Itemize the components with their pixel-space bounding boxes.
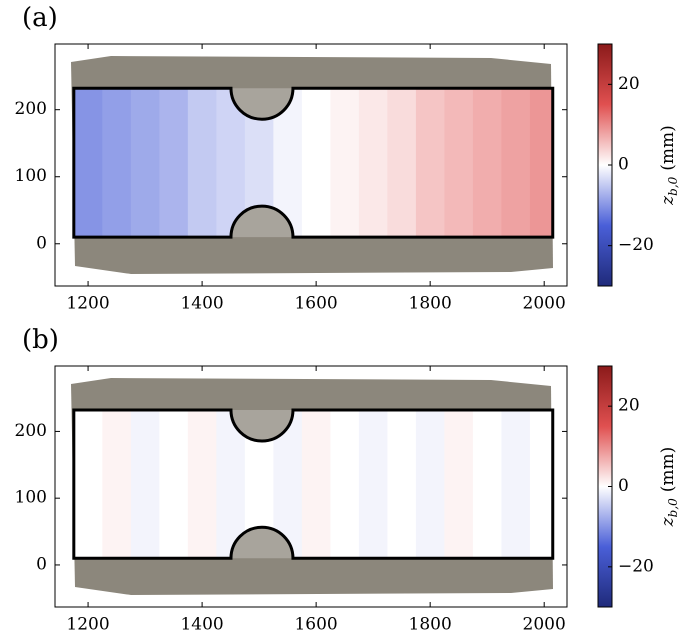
colorbar-label-subscript: b,0 (666, 176, 680, 195)
x-tick-label: 2000 (523, 615, 566, 635)
notch-top (230, 88, 293, 120)
x-tick-label: 1600 (294, 615, 337, 635)
heat-cell (472, 410, 502, 559)
heatmap (73, 88, 553, 238)
axes-frame (54, 365, 568, 608)
heat-cell (73, 88, 103, 238)
y-tick-label: 0 (36, 554, 47, 574)
heat-cell (387, 410, 417, 559)
heat-cell (358, 88, 388, 238)
heat-cell (330, 88, 360, 238)
colorbar-label: zb,0 (mm) (658, 125, 680, 206)
x-tick-label: 2000 (523, 294, 566, 314)
colorbar-label: zb,0 (mm) (658, 447, 680, 528)
colorbar-label-symbol: z (658, 516, 678, 527)
x-tick-label: 1800 (409, 294, 452, 314)
colorbar-tick-label: 20 (618, 396, 640, 416)
heat-cell (102, 410, 132, 559)
colorbar-tick-label: −20 (618, 556, 654, 576)
specimen-outline (72, 86, 555, 239)
panel: (b) 1200 1400 1600 1800 2000 0 100 200 −20 0 20 zb,0… (15, 325, 680, 635)
notch-bottom (230, 527, 293, 559)
x-tick-label: 1200 (66, 615, 109, 635)
x-tick-label: 1400 (180, 294, 223, 314)
heat-cell (501, 410, 531, 559)
heat-cell (472, 88, 502, 238)
y-tick-label: 200 (15, 421, 47, 441)
heat-cell (130, 410, 160, 559)
heat-cell (159, 410, 189, 559)
colorbar-tick-label: 20 (618, 74, 640, 94)
specimen-outline (72, 408, 555, 560)
y-tick-label: 0 (36, 233, 47, 253)
colorbar-label-symbol: z (658, 195, 678, 206)
heat-cell (159, 88, 189, 238)
heat-cell (187, 88, 217, 238)
heat-cell (358, 410, 388, 559)
y-tick-label: 200 (15, 99, 47, 119)
heat-cell (529, 410, 553, 559)
heat-cell (130, 88, 160, 238)
y-tick-label: 100 (15, 166, 47, 186)
panel: (a) 1200 1400 1600 1800 2000 0 100 200 −20 0 20 zb,0… (15, 3, 680, 314)
heat-cell (216, 410, 246, 559)
heat-cell (301, 410, 331, 559)
panel-label: (b) (22, 325, 59, 355)
notch-bottom (230, 206, 293, 238)
heat-cell (73, 410, 103, 559)
heat-cell (216, 88, 246, 238)
heat-cell (501, 88, 531, 238)
x-tick-label: 1600 (294, 294, 337, 314)
y-tick-label: 100 (15, 488, 47, 508)
x-tick-label: 1400 (180, 615, 223, 635)
heat-cell (444, 410, 474, 559)
axes-frame (54, 43, 568, 287)
colorbar-tick-label: −20 (618, 235, 654, 255)
colorbar-tick-label: 0 (618, 155, 629, 175)
notch-top (230, 410, 293, 442)
heat-cell (415, 410, 445, 559)
heat-cell (102, 88, 132, 238)
heat-cell (387, 88, 417, 238)
heat-cell (529, 88, 553, 238)
colorbar-label-unit: (mm) (658, 447, 678, 493)
heat-cell (330, 410, 360, 559)
heat-cell (415, 88, 445, 238)
panel-label: (a) (22, 3, 58, 33)
colorbar-label-unit: (mm) (658, 125, 678, 171)
heat-cell (444, 88, 474, 238)
colorbar-tick-label: 0 (618, 476, 629, 496)
heat-cell (301, 88, 331, 238)
x-tick-label: 1800 (409, 615, 452, 635)
x-tick-label: 1200 (66, 294, 109, 314)
colorbar-label-subscript: b,0 (666, 498, 680, 517)
heat-cell (187, 410, 217, 559)
